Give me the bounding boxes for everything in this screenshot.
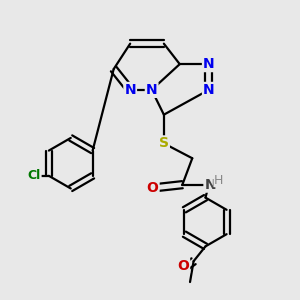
Text: O: O <box>177 259 189 273</box>
Text: N: N <box>205 178 216 192</box>
Text: H: H <box>214 174 223 187</box>
Text: N: N <box>203 83 214 97</box>
Text: Cl: Cl <box>27 169 40 182</box>
Text: N: N <box>203 57 214 71</box>
Text: S: S <box>159 136 169 150</box>
Text: O: O <box>147 181 159 195</box>
Text: N: N <box>124 83 136 97</box>
Text: N: N <box>146 83 158 97</box>
